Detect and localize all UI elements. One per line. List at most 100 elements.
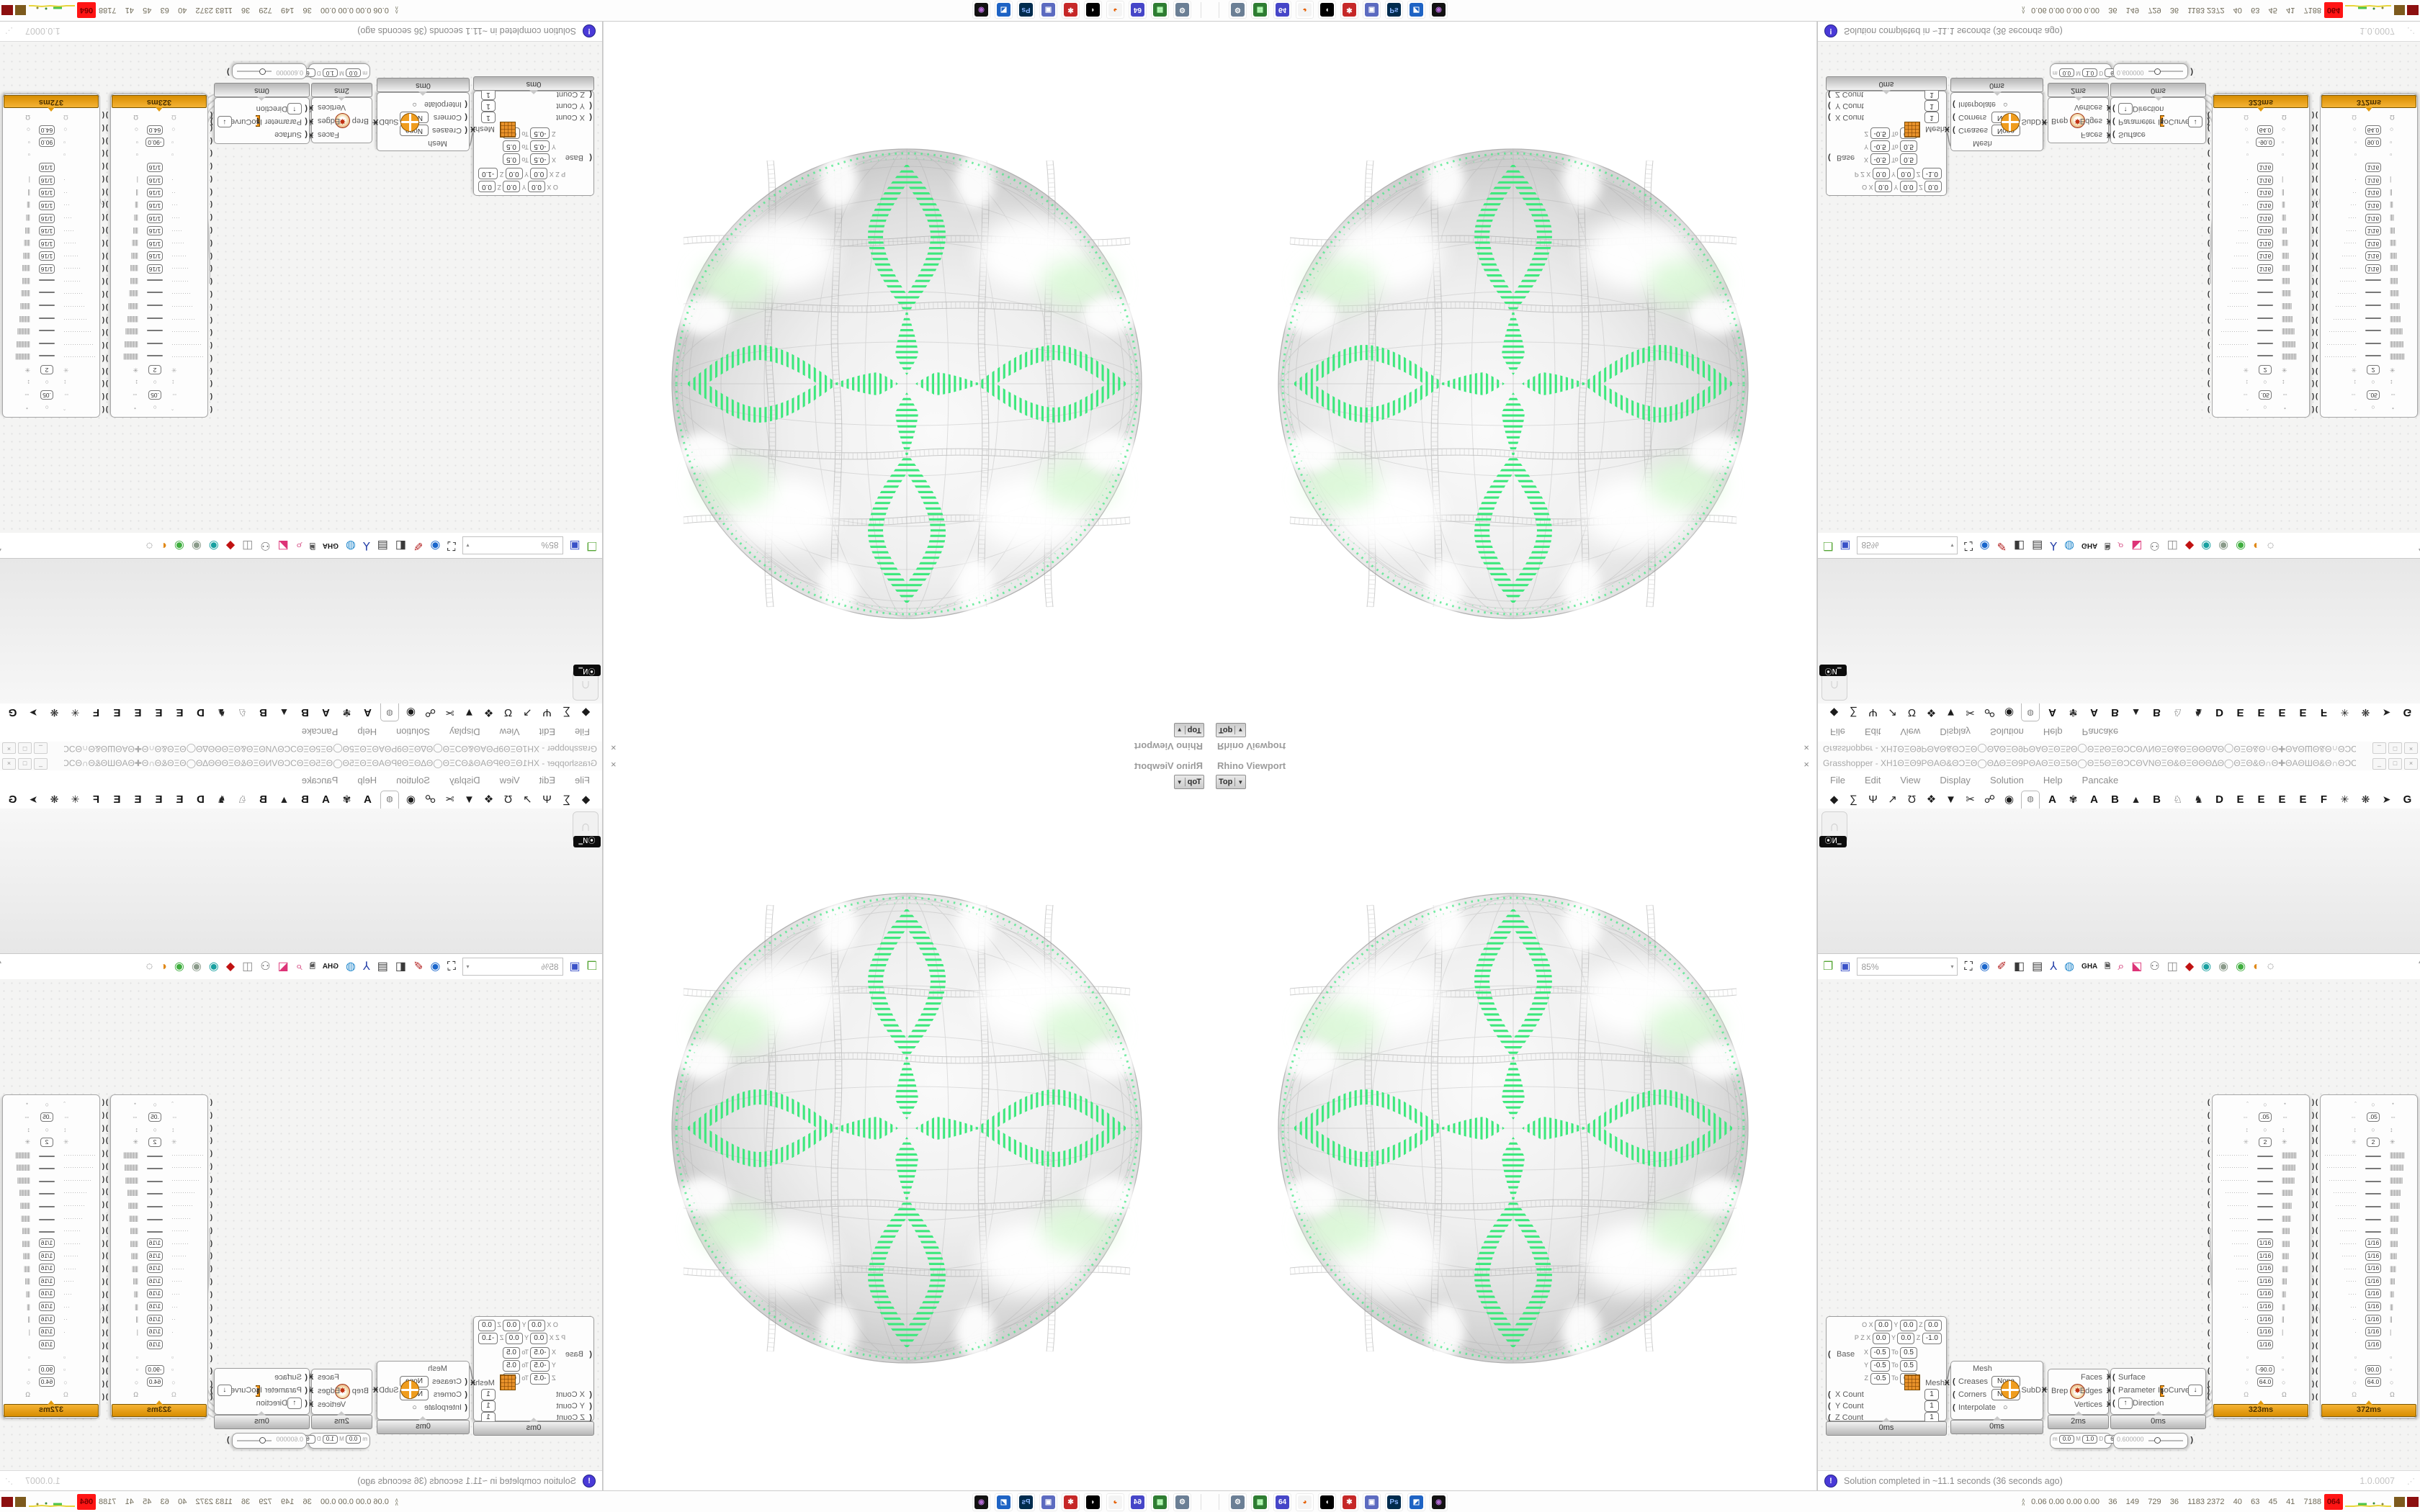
grip-in[interactable]: (	[102, 1239, 105, 1248]
row-value-box[interactable]: 1/16	[2365, 213, 2382, 223]
grip-in[interactable]: (	[2315, 1188, 2318, 1197]
finder-icon[interactable]: ⌕	[2118, 539, 2125, 552]
tab-plugin-d[interactable]: D	[197, 706, 205, 719]
row-value-box[interactable]: 1/16	[146, 1238, 163, 1248]
grip-in[interactable]: (	[2207, 123, 2210, 132]
menu-help[interactable]: Help	[2043, 775, 2063, 786]
tab-plugin-icon5[interactable]: ✳	[71, 707, 80, 719]
row-value-box[interactable]: 1/16	[2257, 226, 2274, 236]
number-slider[interactable]: 0.600000 )	[227, 63, 307, 79]
grip-in[interactable]: (	[2315, 379, 2318, 388]
row-value-box[interactable]: 1/16	[38, 251, 55, 261]
tab-curve[interactable]: Ʊ	[1907, 793, 1917, 806]
taskbar-floppy64-icon[interactable]: 64	[1129, 1493, 1147, 1511]
grip-in[interactable]: (	[210, 187, 213, 196]
grip-in[interactable]: (	[210, 251, 213, 260]
grip-in[interactable]: (	[210, 1239, 213, 1248]
grip-in[interactable]: (	[102, 392, 105, 401]
grip-in[interactable]: (	[210, 1252, 213, 1261]
row-value-box[interactable]: -90.0	[2256, 1364, 2275, 1374]
save-file-icon[interactable]: ▣	[569, 539, 581, 552]
tab-plugin-icon3[interactable]: ♘	[2173, 793, 2182, 805]
row-value-box[interactable]: 1/16	[38, 1327, 55, 1337]
gene-pool-panel-1[interactable]: ((((((((((((((((((((((((ˆ ○ ﹡ ⇔ .05 ⇔ ↕ ○ ↕ ✳ 2 ✳ ··…	[2205, 94, 2321, 418]
sketch-icon[interactable]: ✐	[413, 960, 424, 973]
grip-in[interactable]: (	[2207, 1277, 2210, 1286]
menu-file[interactable]: File	[575, 775, 590, 786]
gene-pool-panel-2[interactable]: ((((((((((((((((((((((((ˆ ○ ﹡ ⇔ .05 ⇔ ↕ ○ ↕ ✳ 2 ✳ ··…	[0, 94, 107, 418]
grip-in[interactable]: (	[210, 354, 213, 362]
gray-balls-icon[interactable]: ⚇	[2149, 539, 2160, 552]
grip-in[interactable]: (	[2207, 1367, 2210, 1376]
finder-icon[interactable]: ⌕	[295, 960, 302, 973]
row-value-box[interactable]: 64.0	[2257, 1377, 2274, 1387]
row-value-box[interactable]: 1/16	[146, 1289, 163, 1299]
slider-knob[interactable]	[259, 68, 266, 75]
taskbar-firefox-icon[interactable]: ◕	[1106, 1493, 1124, 1511]
grip-in[interactable]: (	[2315, 1392, 2318, 1401]
tab-selected[interactable]: ◍	[380, 791, 399, 809]
grip-out[interactable]: )	[2311, 1265, 2315, 1274]
pin-green-icon[interactable]: ◉	[2236, 539, 2246, 552]
menu-edit[interactable]: Edit	[539, 726, 556, 737]
zoom-extents-icon[interactable]: ⛶	[1964, 960, 1973, 973]
tab-surface[interactable]: ❖	[1926, 706, 1937, 719]
grip-out[interactable]: )	[2311, 1099, 2315, 1107]
taskbar-owl-icon[interactable]: ◉	[972, 1, 990, 19]
tab-transform[interactable]: ☍	[1984, 706, 1996, 719]
tab-plugin-icon3[interactable]: ♘	[238, 793, 247, 805]
half-sphere-icon[interactable]: ◐	[160, 539, 167, 552]
row-value-box[interactable]: 2	[148, 365, 161, 375]
grip-in[interactable]: (	[2207, 111, 2210, 120]
tab-transform[interactable]: ☍	[1984, 793, 1996, 806]
row-value-box[interactable]: 2	[40, 365, 53, 375]
row-value-box[interactable]	[147, 1168, 163, 1170]
grip-in[interactable]: (	[210, 1316, 213, 1325]
row-value-box[interactable]: 1/16	[2365, 1302, 2382, 1311]
camera-icon[interactable]: ▤	[377, 960, 388, 973]
gene-pool-body[interactable]: ˆ ○ ﹡ ⇔ .05 ⇔ ↕ ○ ↕ ✳ 2 ✳ ··············· |||||||||||…	[2, 94, 100, 418]
grip-in[interactable]: (	[2207, 1329, 2210, 1338]
document-flag-icon[interactable]: 🗎	[2105, 541, 2111, 550]
row-value-box[interactable]	[39, 1218, 55, 1220]
row-value-box[interactable]: 1/16	[38, 1314, 55, 1324]
tab-plugin-e1[interactable]: E	[2236, 793, 2244, 806]
grip-in[interactable]: (	[210, 1124, 213, 1133]
tab-plugin-a2[interactable]: A	[2090, 793, 2098, 806]
tab-plugin-a2[interactable]: A	[322, 706, 330, 719]
grip-in[interactable]: (	[102, 366, 105, 375]
tab-plugin-e3[interactable]: E	[134, 706, 142, 719]
menu-pancake[interactable]: Pancake	[2081, 726, 2119, 737]
isocurve-component[interactable]: (Surface (Parameter ( ↑ Direction t IsoC…	[2110, 97, 2210, 144]
gem-icon[interactable]: ◆	[2184, 539, 2195, 552]
close-button[interactable]: ×	[2404, 758, 2418, 770]
tab-plugin-icon2[interactable]: ▲	[2130, 707, 2141, 719]
save-file-icon[interactable]: ▣	[1839, 539, 1851, 552]
grip-in[interactable]: (	[102, 264, 105, 273]
grasshopper-titlebar[interactable]: Grasshopper - XH1ΘΞΘ9PΘAΘ&ΘƆΞΘ◯ΘΔΘΞΘ9PΘA…	[0, 742, 602, 756]
grip-in[interactable]: (	[2315, 1201, 2318, 1210]
grip-in[interactable]: (	[2315, 1175, 2318, 1184]
menu-view[interactable]: View	[1900, 775, 1921, 786]
row-value-box[interactable]: 1/16	[2257, 251, 2274, 261]
tab-plugin-e1[interactable]: E	[2236, 706, 2244, 719]
grip-in[interactable]: (	[210, 136, 213, 145]
row-value-box[interactable]: 1/16	[2257, 213, 2274, 223]
minimize-button[interactable]: _	[2372, 758, 2386, 770]
grip-in[interactable]: (	[102, 341, 105, 350]
grip-in[interactable]: (	[2207, 1214, 2210, 1223]
taskbar-github-icon[interactable]: ◖	[1084, 1, 1102, 19]
tab-plugin-icon4[interactable]: ♞	[217, 793, 226, 805]
row-value-box[interactable]: 1/16	[38, 226, 55, 236]
close-icon[interactable]: ×	[1803, 759, 1809, 770]
grip-in[interactable]: (	[102, 136, 105, 145]
grip-in[interactable]: (	[102, 379, 105, 388]
close-button[interactable]: ×	[2, 758, 16, 770]
pin-green-icon[interactable]: ◉	[2236, 960, 2246, 973]
grip-out[interactable]: )	[2311, 1111, 2315, 1120]
sketch-icon[interactable]: ✐	[1996, 960, 2007, 973]
zoom-level-input[interactable]: 85% ▾	[462, 536, 563, 554]
grip-in[interactable]: (	[102, 1162, 105, 1171]
gha-assembly-icon[interactable]: GHA	[2081, 962, 2098, 971]
gene-pool-panel-1[interactable]: ((((((((((((((((((((((((ˆ ○ ﹡ ⇔ .05 ⇔ ↕ ○ ↕ ✳ 2 ✳ ··…	[99, 1094, 215, 1418]
